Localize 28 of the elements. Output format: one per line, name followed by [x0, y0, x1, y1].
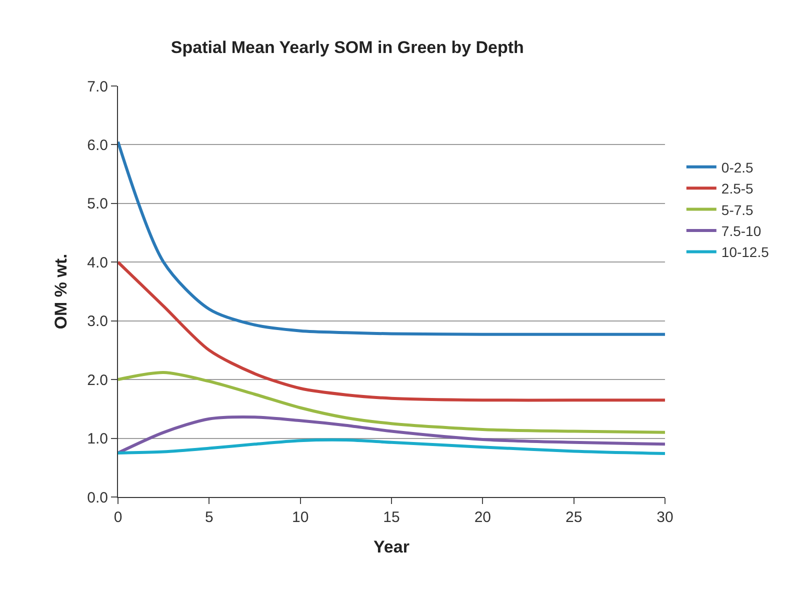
y-tick-label: 1.0 [87, 430, 108, 448]
x-tick-label: 5 [205, 509, 214, 526]
x-tick-label: 0 [114, 509, 122, 526]
y-tick-label: 5.0 [87, 196, 108, 213]
y-tick-label: 6.0 [87, 136, 108, 154]
chart-title: Spatial Mean Yearly SOM in Green by Depth [170, 38, 524, 58]
x-tick-label: 20 [474, 509, 492, 526]
y-tick-label: 7.0 [87, 78, 108, 96]
line-series [118, 438, 665, 456]
legend-label: 0-2.5 [721, 159, 754, 176]
y-tick-label: 0.0 [87, 489, 108, 506]
line-series [118, 140, 665, 336]
y-tick-label: 2.0 [87, 372, 108, 389]
legend-label: 7.5-10 [721, 222, 762, 239]
y-axis-title: OM % wt. [52, 254, 71, 330]
y-tick-label: 3.0 [87, 313, 108, 330]
line-series [118, 371, 665, 434]
legend-label: 2.5-5 [721, 180, 754, 197]
x-axis-title: Year [374, 537, 410, 556]
x-tick-label: 25 [565, 509, 582, 526]
x-tick-label: 10 [292, 509, 309, 526]
x-tick-label: 30 [656, 509, 674, 526]
line-series [118, 416, 665, 454]
line-series [118, 260, 665, 402]
legend-label: 10-12.5 [721, 244, 770, 260]
legend-label: 5-7.5 [721, 202, 754, 218]
x-tick-label: 15 [383, 509, 400, 526]
y-tick-label: 4.0 [87, 254, 108, 272]
